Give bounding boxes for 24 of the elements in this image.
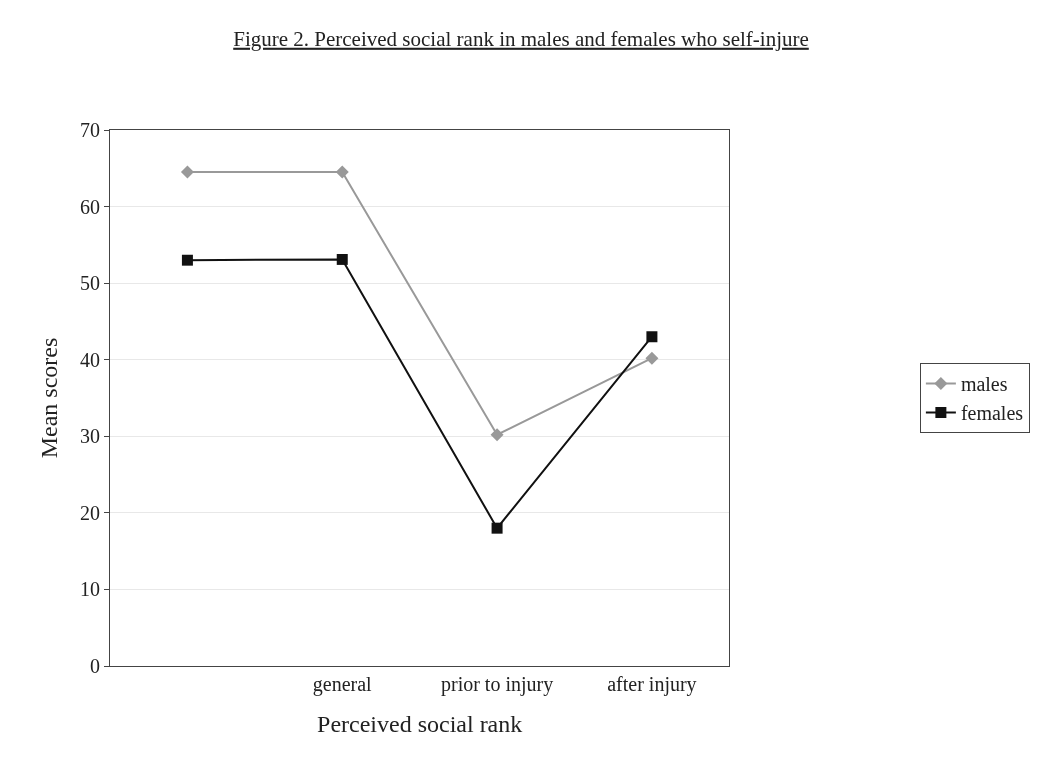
x-tick-label: after injury	[607, 673, 697, 696]
point	[646, 331, 658, 343]
y-tick-label: 10	[80, 578, 100, 601]
chart-title: Figure 2. Perceived social rank in males and females who self-injure	[233, 26, 809, 51]
y-tick-label: 60	[80, 195, 100, 218]
y-tick-label: 20	[80, 501, 100, 524]
point	[335, 165, 349, 179]
y-tick-label: 70	[80, 119, 100, 141]
legend-label: females	[960, 402, 1024, 425]
point	[180, 165, 194, 179]
y-tick-label: 50	[80, 272, 100, 295]
y-tick-label: 40	[80, 348, 100, 371]
point	[491, 522, 503, 534]
point	[490, 428, 504, 442]
x-axis-title: Perceived social rank	[317, 711, 523, 738]
point	[645, 351, 659, 365]
y-tick-label: 0	[90, 655, 100, 677]
point	[181, 254, 193, 266]
x-tick-label: prior to injury	[440, 673, 554, 696]
x-tick-label: general	[312, 673, 373, 696]
y-tick-label: 30	[80, 425, 100, 448]
y-axis-title: Mean scores	[36, 337, 63, 459]
point	[336, 253, 348, 265]
legend-label: males	[960, 373, 1008, 396]
